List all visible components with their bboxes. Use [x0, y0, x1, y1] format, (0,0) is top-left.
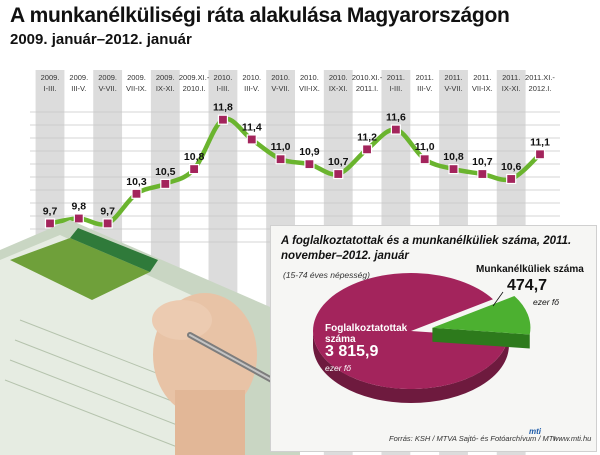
data-value-label: 9,7 [100, 205, 115, 217]
data-value-label: 10,7 [328, 156, 349, 168]
source-text: Forrás: KSH / MTVA Sajtó- és Fotóarchívu… [389, 434, 556, 443]
x-tick-label: 2010. III-V. [242, 73, 261, 93]
x-tick-label: 2010. IX-XI. [329, 73, 348, 93]
website-text: www.mti.hu [553, 434, 592, 443]
hand-with-pen-photo [0, 220, 300, 455]
pie-title: A foglalkoztatottak és a munkanélküliek … [281, 235, 572, 262]
data-value-label: 11,0 [415, 141, 435, 153]
data-point-marker [361, 144, 373, 155]
unemployed-leader-line [492, 291, 504, 307]
unemployed-slice-side [432, 327, 530, 349]
unemployed-slice [432, 295, 531, 335]
data-point-marker [390, 124, 401, 135]
data-point-marker [506, 173, 517, 185]
data-point-marker [217, 114, 229, 125]
x-tick-label: 2009. I-III. [41, 73, 60, 93]
x-tick-label: 2009. V-VII. [98, 73, 117, 93]
x-tick-label: 2010. V-VII. [271, 73, 290, 93]
data-point-marker [189, 163, 200, 175]
data-value-label: 11,2 [357, 131, 377, 143]
x-tick-label: 2011. I-III. [387, 73, 405, 93]
data-value-label: 10,5 [155, 166, 176, 178]
data-point-marker [73, 213, 84, 224]
data-point-marker [102, 218, 113, 229]
pie-subtitle: (15-74 éves népesség) [283, 270, 370, 280]
employed-slice-value: 3 815,9 [325, 343, 379, 360]
data-value-label: 11,6 [386, 112, 406, 124]
x-tick-label: 2011. III-V. [416, 73, 434, 93]
unemployed-slice-value: 474,7 [507, 277, 548, 294]
x-tick-label: 2011. IX-XI. [502, 73, 521, 93]
x-tick-label: 2010. VII-IX. [299, 73, 320, 93]
x-tick-label: 2009.XI.-2010.I. [179, 73, 210, 93]
x-tick-label: 2009. IX-XI. [156, 73, 175, 93]
data-value-label: 9,8 [72, 200, 87, 212]
data-value-label: 9,7 [43, 205, 58, 217]
data-value-label: 10,9 [299, 146, 320, 158]
data-value-label: 11,8 [213, 102, 233, 114]
data-point-marker [534, 149, 546, 160]
data-point-marker [477, 168, 488, 180]
data-value-label: 10,3 [126, 176, 147, 188]
unemployed-slice-unit: ezer fő [533, 297, 559, 307]
employed-slice [312, 273, 509, 389]
data-point-marker [160, 178, 171, 190]
x-tick-label: 2011. VII-IX. [472, 73, 493, 93]
x-tick-label: 2009. III-V. [69, 73, 88, 93]
x-tick-label: 2011.XI.-2012.I. [525, 73, 555, 93]
unemployed-slice-name: Munkanélküliek száma [476, 264, 584, 275]
data-value-label: 11,1 [530, 136, 550, 148]
data-point-marker [275, 154, 286, 165]
data-value-label: 10,8 [443, 151, 464, 163]
data-point-marker [44, 218, 56, 229]
employed-slice-unit: ezer fő [325, 363, 351, 373]
x-tick-label: 2010. I-III. [214, 73, 233, 93]
data-point-marker [246, 134, 257, 145]
x-tick-label: 2010.XI.-2011.I. [352, 73, 383, 93]
mti-logo: mti [529, 427, 541, 436]
x-tick-label: 2011. V-VII. [444, 73, 462, 93]
page-title: A munkanélküliségi ráta alakulása Magyar… [10, 4, 510, 27]
employed-slice-name: Foglalkoztatottak száma [325, 323, 408, 345]
pie-inset-panel: A foglalkoztatottak és a munkanélküliek … [270, 225, 597, 452]
data-point-marker [304, 159, 315, 170]
data-value-label: 10,8 [184, 151, 205, 163]
pie-chart [312, 273, 531, 403]
data-value-label: 10,6 [501, 161, 522, 173]
data-point-marker [131, 188, 142, 199]
data-value-label: 11,0 [271, 141, 291, 153]
data-point-marker [419, 154, 430, 165]
data-value-label: 10,7 [472, 156, 493, 168]
x-tick-label: 2009. VII-IX. [126, 73, 147, 93]
data-point-marker [448, 163, 459, 175]
data-point-marker [333, 168, 344, 180]
page-subtitle: 2009. január–2012. január [10, 31, 192, 48]
employed-slice-side [313, 331, 509, 403]
data-value-label: 11,4 [242, 121, 262, 133]
